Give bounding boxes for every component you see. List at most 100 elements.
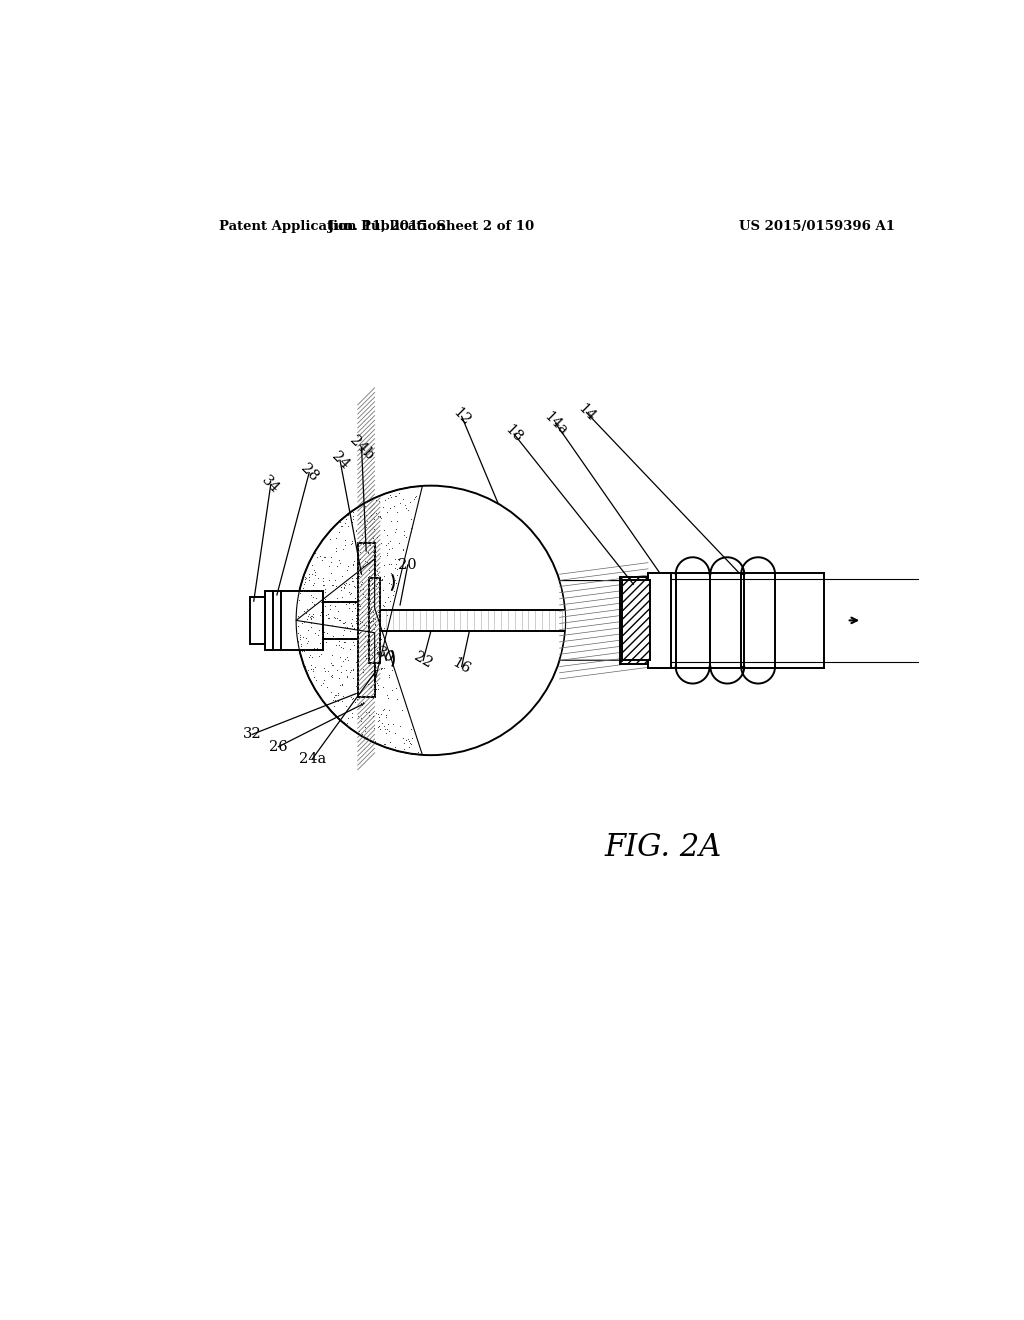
Point [314, 549, 331, 570]
Point [304, 603, 321, 624]
Point [381, 700, 397, 721]
Point [319, 660, 336, 681]
Point [308, 638, 325, 659]
Point [389, 689, 406, 710]
Point [299, 632, 315, 653]
Point [331, 631, 347, 652]
Point [383, 553, 399, 574]
Point [368, 663, 384, 684]
Point [371, 704, 387, 725]
Point [403, 727, 420, 748]
Point [396, 738, 413, 759]
Point [293, 634, 309, 655]
Point [399, 729, 416, 750]
Point [316, 622, 333, 643]
Point [366, 519, 382, 540]
Point [336, 529, 352, 550]
Point [319, 603, 336, 624]
Point [328, 690, 344, 711]
Point [346, 587, 362, 609]
Point [346, 634, 362, 655]
Point [338, 660, 354, 681]
Point [378, 647, 394, 668]
Point [371, 597, 387, 618]
Point [296, 573, 312, 594]
Point [397, 527, 414, 548]
Point [331, 521, 347, 543]
Point [293, 635, 309, 656]
Point [323, 529, 339, 550]
Point [343, 533, 359, 554]
Point [397, 729, 414, 750]
Point [367, 531, 383, 552]
Point [322, 594, 338, 615]
Point [376, 618, 392, 639]
Point [334, 673, 350, 694]
Point [365, 664, 381, 685]
Point [361, 599, 378, 620]
Point [380, 586, 396, 607]
Point [334, 565, 350, 586]
Point [301, 564, 317, 585]
Point [294, 612, 310, 634]
Point [365, 577, 381, 598]
Point [353, 723, 370, 744]
Point [292, 626, 308, 647]
Text: 22: 22 [412, 649, 434, 671]
Point [295, 577, 311, 598]
Point [365, 527, 381, 548]
Point [345, 659, 361, 680]
Point [292, 582, 308, 603]
Point [325, 664, 341, 685]
Text: 14: 14 [574, 401, 598, 424]
Point [375, 676, 391, 697]
Point [344, 615, 360, 636]
Point [366, 676, 382, 697]
Point [370, 710, 386, 731]
Point [382, 531, 398, 552]
Point [303, 606, 319, 627]
Point [336, 577, 352, 598]
Point [371, 589, 387, 610]
Point [370, 506, 386, 527]
Text: 18: 18 [503, 422, 525, 446]
Point [341, 573, 357, 594]
Point [356, 586, 373, 607]
Point [319, 607, 336, 628]
Point [382, 573, 398, 594]
Point [382, 731, 398, 752]
Point [370, 554, 386, 576]
Point [367, 680, 383, 701]
Point [373, 507, 389, 528]
Point [344, 702, 360, 723]
Point [356, 636, 373, 657]
Point [373, 657, 389, 678]
Point [330, 601, 346, 622]
Point [344, 554, 360, 576]
Point [349, 573, 366, 594]
Point [300, 660, 316, 681]
Point [361, 705, 378, 726]
Point [366, 556, 382, 577]
Point [299, 598, 315, 619]
Point [372, 643, 388, 664]
Point [327, 628, 343, 649]
Point [326, 607, 342, 628]
Point [316, 574, 333, 595]
Point [360, 648, 377, 669]
Point [361, 701, 378, 722]
Point [325, 655, 341, 676]
Point [365, 607, 381, 628]
Point [377, 490, 393, 511]
Point [365, 611, 381, 632]
Point [364, 572, 380, 593]
Point [331, 690, 347, 711]
Point [359, 630, 376, 651]
Point [373, 628, 389, 649]
Point [400, 742, 417, 763]
Point [316, 657, 333, 678]
Point [371, 710, 387, 731]
Point [387, 737, 403, 758]
Point [370, 717, 386, 738]
Point [352, 549, 369, 570]
